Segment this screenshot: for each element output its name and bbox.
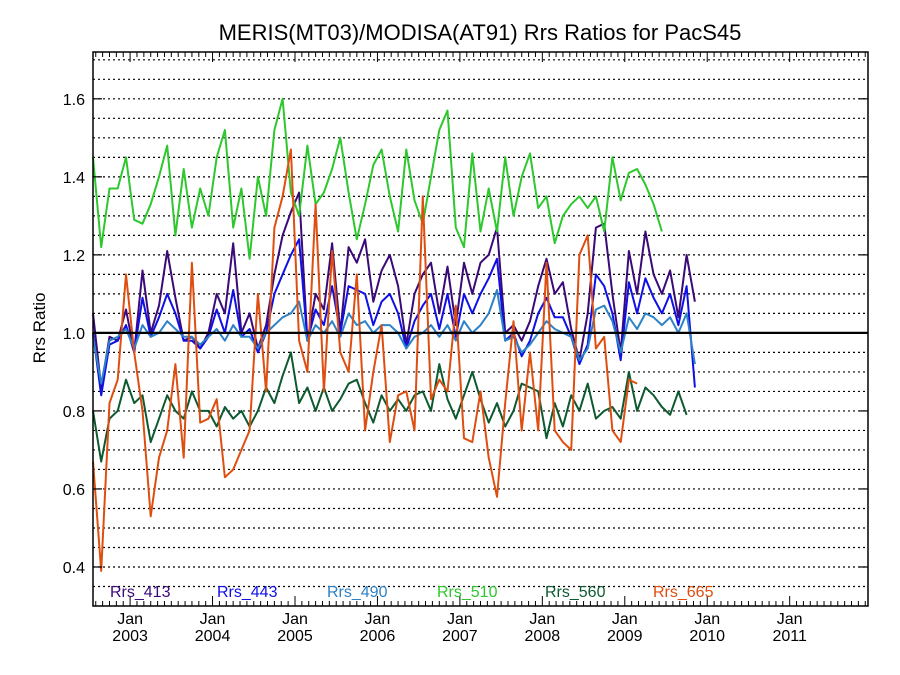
chart-title: MERIS(MT03)/MODISA(AT91) Rrs Ratios for … <box>219 20 742 45</box>
x-tick-year: 2004 <box>195 628 231 645</box>
series-line-rrs-560 <box>92 351 688 463</box>
x-tick-year: 2011 <box>772 628 807 645</box>
x-tick-month: Jan <box>365 611 391 628</box>
x-tick-month: Jan <box>200 611 226 628</box>
x-tick-year: 2006 <box>360 628 396 645</box>
tick-labels: 0.40.60.81.01.21.41.6Jan2003Jan2004Jan20… <box>63 92 807 645</box>
x-tick-month: Jan <box>612 611 638 628</box>
x-tick-month: Jan <box>694 611 720 628</box>
x-tick-year: 2008 <box>525 628 561 645</box>
x-tick-year: 2007 <box>442 628 478 645</box>
x-tick-month: Jan <box>777 611 803 628</box>
y-tick-label: 0.8 <box>63 404 85 421</box>
y-tick-label: 1.0 <box>63 326 85 343</box>
x-tick-year: 2009 <box>607 628 643 645</box>
series-line-rrs-443 <box>92 238 696 397</box>
legend-label-rrs-665: Rrs_665 <box>653 584 714 601</box>
axes <box>92 51 869 607</box>
series-lines <box>92 97 696 572</box>
x-tick-month: Jan <box>282 611 308 628</box>
x-tick-year: 2010 <box>689 628 725 645</box>
y-tick-label: 0.6 <box>63 482 85 499</box>
legend-label-rrs-510: Rrs_510 <box>437 584 498 601</box>
y-axis-label: Rrs Ratio <box>30 293 49 364</box>
legend-label-rrs-560: Rrs_560 <box>545 584 606 601</box>
x-tick-year: 2005 <box>277 628 313 645</box>
y-tick-label: 1.6 <box>63 92 85 109</box>
grid-lines <box>93 59 868 588</box>
legend-label-rrs-413: Rrs_413 <box>110 584 171 601</box>
y-tick-label: 1.2 <box>63 248 85 265</box>
series-line-rrs-665 <box>92 148 638 572</box>
x-tick-month: Jan <box>117 611 143 628</box>
y-tick-label: 0.4 <box>63 560 85 577</box>
legend-label-rrs-490: Rrs_490 <box>327 584 388 601</box>
legend: Rrs_413 Rrs_443 Rrs_490 Rrs_510 Rrs_560 Rrs_6… <box>110 584 714 601</box>
x-tick-year: 2003 <box>112 628 148 645</box>
legend-label-rrs-443: Rrs_443 <box>217 584 278 601</box>
y-tick-label: 1.4 <box>63 170 85 187</box>
x-tick-month: Jan <box>529 611 555 628</box>
x-tick-month: Jan <box>447 611 473 628</box>
series-line-rrs-510 <box>92 97 663 260</box>
